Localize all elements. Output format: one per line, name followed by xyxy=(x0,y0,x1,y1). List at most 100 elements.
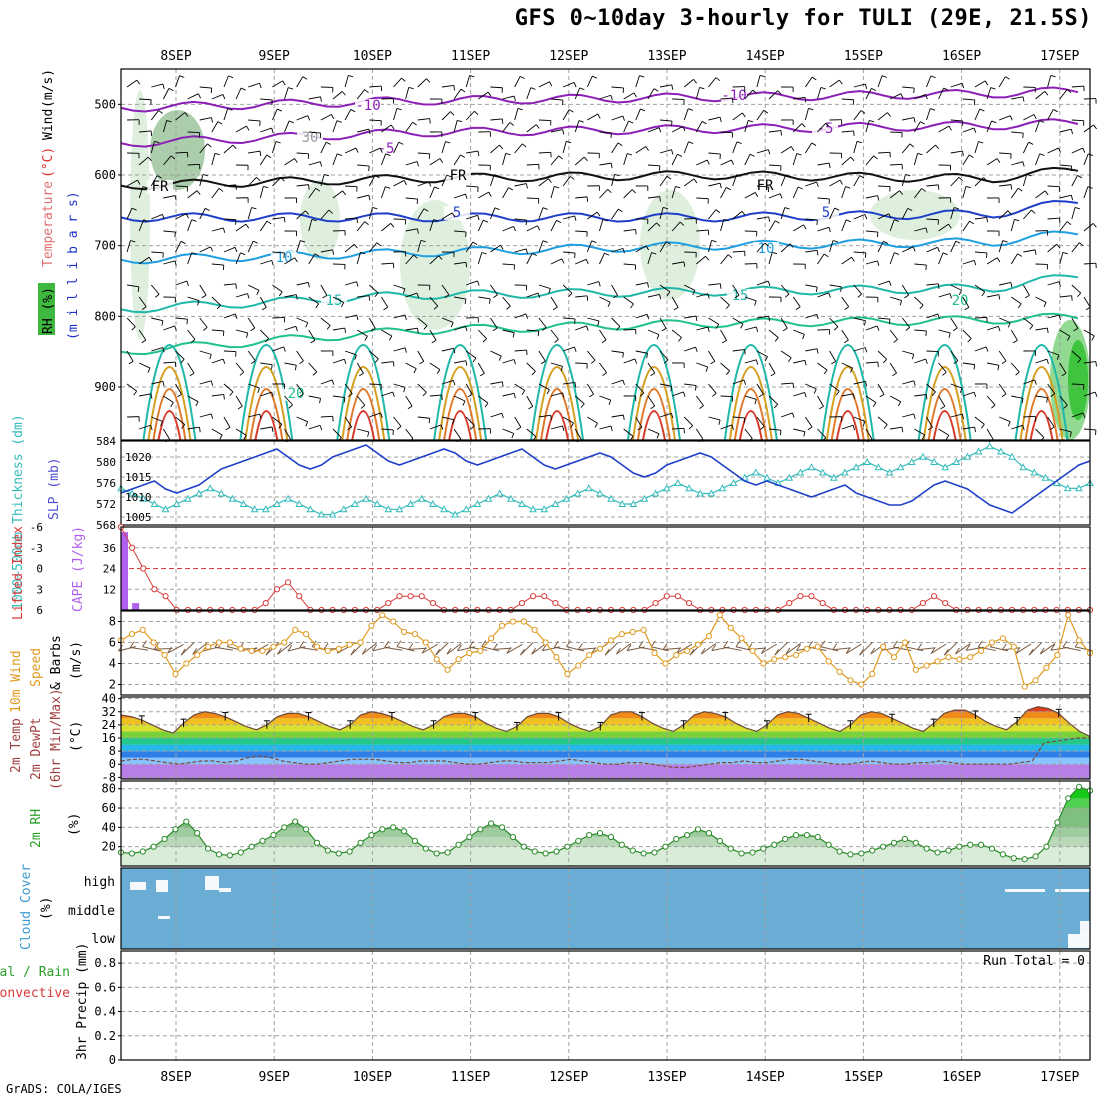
wind-barb xyxy=(877,241,884,253)
wind-barb-flag xyxy=(953,207,960,210)
isotherm-dome xyxy=(540,388,575,441)
wind-barb-flag xyxy=(958,290,962,295)
wind-barb xyxy=(950,383,963,389)
wind-barb-flag xyxy=(470,425,475,430)
wind-barb-flag xyxy=(839,79,843,85)
wind-barb xyxy=(938,329,951,334)
wind-barb-10m xyxy=(1015,643,1032,655)
wind-barb-flag xyxy=(525,183,528,189)
wind-barb-flag xyxy=(768,316,770,322)
wind-barb-10m xyxy=(700,643,717,655)
wind-barb xyxy=(344,416,353,428)
wind-barb-flag xyxy=(522,143,527,148)
wind-barb xyxy=(272,346,284,352)
wind-barb-flag xyxy=(688,108,694,111)
y-tick-label: -8 xyxy=(102,770,116,784)
wind-barb xyxy=(260,426,273,430)
thickness-marker xyxy=(273,499,281,507)
wind-speed-marker xyxy=(945,654,952,661)
wind-barb xyxy=(780,146,792,154)
wind-speed-marker xyxy=(488,635,495,642)
wind-barb-flag xyxy=(780,130,782,136)
wind-barb-flag xyxy=(184,112,189,117)
wind-barb xyxy=(659,119,673,122)
wind-barb xyxy=(744,359,757,364)
rh-marker xyxy=(270,831,277,839)
wind-barb xyxy=(550,425,563,430)
thickness-marker xyxy=(417,494,426,502)
thickness-marker xyxy=(573,489,582,497)
wind-barb-10m-flag xyxy=(361,648,367,655)
wind-barb xyxy=(877,416,888,425)
wind-barb xyxy=(550,392,563,397)
wind-barb xyxy=(332,428,342,438)
wind-barb-flag xyxy=(707,326,710,333)
wind-barb xyxy=(514,383,525,391)
wind-barb xyxy=(247,240,254,253)
wind-barb-flag xyxy=(637,426,643,431)
wind-barb xyxy=(890,426,903,430)
wind-barb xyxy=(926,383,936,393)
wind-barb-flag xyxy=(917,152,923,156)
wind-barb xyxy=(768,193,781,199)
wind-barb xyxy=(1059,329,1071,337)
wind-barb-flag xyxy=(403,387,406,393)
wind-barb xyxy=(1083,153,1089,166)
wind-barb-10m-flag xyxy=(591,647,597,654)
wind-barb-flag xyxy=(622,414,625,421)
wind-barb xyxy=(187,296,200,302)
thickness-marker xyxy=(284,494,292,502)
wind-barb-flag xyxy=(925,227,928,233)
y-tick-label: 0.6 xyxy=(94,980,116,994)
wind-barb-flag xyxy=(997,365,1000,371)
wind-barb-flag xyxy=(659,196,661,202)
wind-barb xyxy=(829,317,839,327)
wind-barb xyxy=(296,240,301,253)
wind-barb-flag xyxy=(305,322,309,328)
wind-speed-marker xyxy=(956,656,963,663)
wind-barb-flag xyxy=(695,385,697,391)
ylabel-2m-rh: 2m RH xyxy=(29,809,44,848)
wind-barb xyxy=(902,350,914,355)
wind-barb xyxy=(999,152,1012,155)
wind-barb xyxy=(162,88,170,100)
wind-barb xyxy=(429,158,441,166)
wind-barb-flag xyxy=(266,220,272,225)
wind-barb xyxy=(272,316,285,319)
wind-barb-10m xyxy=(203,646,221,652)
wind-barb-flag xyxy=(494,207,500,211)
wind-barb xyxy=(793,359,806,364)
wind-barb-flag xyxy=(439,158,444,163)
wind-barb-flag xyxy=(650,405,656,410)
wind-barb xyxy=(647,127,660,133)
wind-barb-flag xyxy=(426,78,431,83)
ylabel-speed: Speed xyxy=(29,648,44,687)
wind-barb-flag xyxy=(195,401,199,407)
wind-barb xyxy=(671,221,681,232)
wind-barb-flag xyxy=(591,240,597,244)
wind-barb xyxy=(405,121,413,133)
wind-barb xyxy=(478,191,489,199)
wind-barb xyxy=(454,261,467,265)
wind-barb xyxy=(175,317,188,320)
wind-barb-flag xyxy=(598,281,601,287)
wind-barb xyxy=(804,142,813,154)
wind-barb-10m xyxy=(180,642,195,656)
wind-barb xyxy=(223,283,236,286)
wind-barb-flag xyxy=(554,186,560,189)
wind-barb-flag xyxy=(562,129,565,135)
thickness-marker xyxy=(195,489,203,497)
wind-barb-10m-flag xyxy=(943,648,949,656)
wind-barb-flag xyxy=(888,213,892,219)
wind-barb-flag xyxy=(364,335,368,341)
wind-barb-10m xyxy=(785,643,801,655)
wind-barb-flag xyxy=(319,398,321,404)
wind-barb-flag xyxy=(973,260,977,266)
wind-barb-flag xyxy=(137,179,141,185)
wind-barb xyxy=(574,120,580,133)
wind-barb xyxy=(259,296,267,308)
wind-barb-flag xyxy=(1029,325,1034,330)
wind-barb-flag xyxy=(234,247,238,253)
thickness-marker xyxy=(451,510,459,518)
y-tick-label: 24 xyxy=(102,718,116,732)
